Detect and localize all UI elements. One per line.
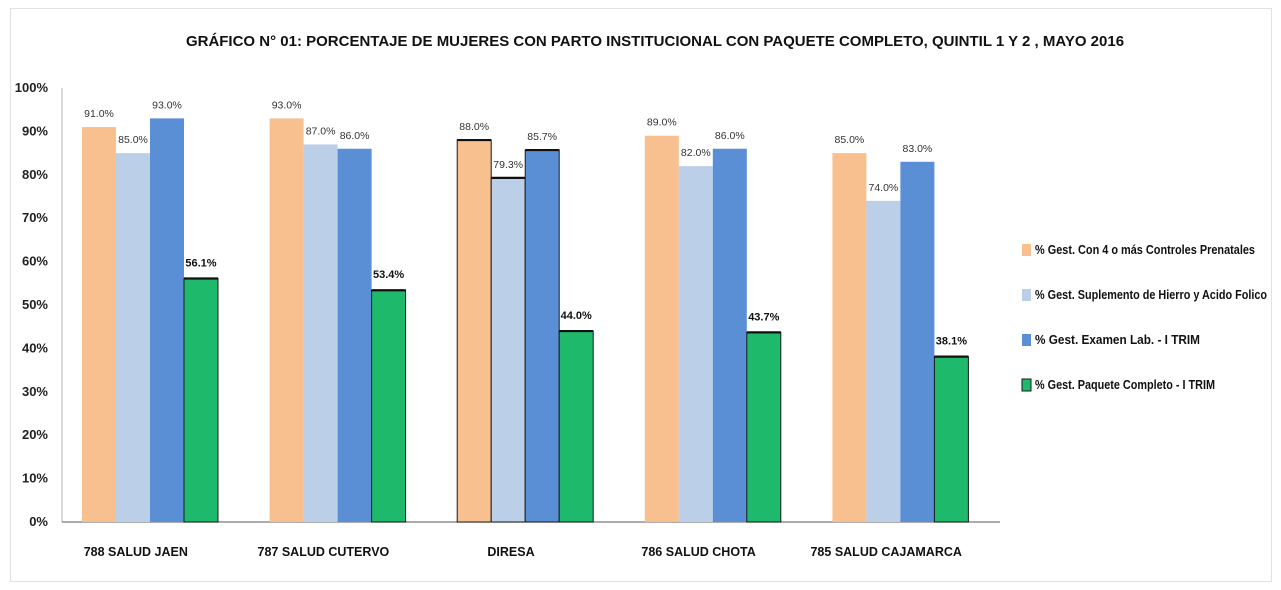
chart-title: GRÁFICO N° 01: PORCENTAJE DE MUJERES CON…	[186, 33, 1124, 50]
bars	[82, 118, 969, 523]
axes: 0% 10% 20% 30% 40% 50% 60% 70% 80% 90% 100% 788 SAL…	[15, 80, 1000, 559]
data-label: 74.0%	[869, 182, 899, 194]
x-tick-label: DIRESA	[487, 545, 534, 559]
bar-1	[832, 153, 867, 522]
data-label: 88.0%	[459, 121, 489, 133]
bar-1	[82, 127, 116, 522]
data-label: 91.0%	[84, 108, 114, 120]
x-tick-label: 786 SALUD CHOTA	[641, 545, 755, 559]
data-label: 93.0%	[152, 99, 182, 111]
bar-3	[900, 161, 935, 522]
data-label: 79.3%	[493, 159, 523, 171]
legend-swatch	[1021, 378, 1032, 392]
bar-2	[866, 200, 901, 522]
bar-4	[558, 330, 594, 523]
data-label: 43.7%	[748, 311, 779, 323]
y-tick-label: 60%	[22, 254, 48, 269]
bar-1	[644, 135, 679, 523]
bar-4	[933, 356, 969, 523]
y-tick-label: 80%	[22, 167, 48, 182]
x-tick-label: 787 SALUD CUTERVO	[258, 545, 390, 559]
data-label: 82.0%	[681, 147, 711, 159]
data-label: 93.0%	[272, 99, 302, 111]
y-tick-label: 70%	[22, 210, 48, 225]
legend: % Gest. Con 4 o más Controles Prenatales…	[1021, 242, 1267, 392]
bar-3	[337, 148, 372, 522]
y-tick-label: 90%	[22, 123, 48, 138]
data-label: 53.4%	[373, 269, 404, 281]
bar-3	[150, 118, 184, 522]
bar-2	[490, 177, 526, 523]
y-tick-label: 0%	[29, 514, 48, 529]
y-tick-label: 40%	[22, 340, 48, 355]
y-tick-label: 20%	[22, 427, 48, 442]
bar-4	[371, 289, 407, 523]
data-label: 86.0%	[340, 130, 370, 142]
data-label: 86.0%	[715, 130, 745, 142]
data-label: 87.0%	[306, 125, 336, 137]
legend-swatch	[1022, 289, 1031, 301]
legend-label: % Gest. Suplemento de Hierro y Acido Fol…	[1035, 287, 1267, 302]
data-label: 38.1%	[936, 336, 967, 348]
legend-label: % Gest. Paquete Completo - I TRIM	[1035, 377, 1215, 392]
bar-4	[746, 331, 782, 523]
legend-label: % Gest. Con 4 o más Controles Prenatales	[1035, 242, 1255, 257]
legend-swatch	[1022, 244, 1031, 256]
bar-4	[183, 278, 219, 523]
data-label: 85.0%	[835, 134, 865, 146]
chart-frame	[10, 8, 1272, 582]
bar-1	[456, 139, 492, 523]
data-label: 56.1%	[185, 258, 216, 270]
data-label: 44.0%	[561, 310, 592, 322]
bar-3	[524, 149, 560, 523]
bar-2	[303, 144, 338, 523]
bar-1	[269, 118, 304, 522]
legend-label: % Gest. Examen Lab. - I TRIM	[1035, 332, 1200, 347]
bar-2	[678, 166, 713, 522]
data-labels: 91.0% 85.0% 93.0% 56.1% 93.0% 87.0% 86.0% 53.4%…	[84, 99, 967, 347]
data-label: 85.7%	[527, 131, 557, 143]
x-tick-label: 788 SALUD JAEN	[84, 545, 188, 559]
data-label: 85.0%	[118, 134, 148, 146]
data-label: 89.0%	[647, 117, 677, 129]
y-tick-label: 30%	[22, 384, 48, 399]
data-label: 83.0%	[903, 143, 933, 155]
y-tick-label: 50%	[22, 297, 48, 312]
y-tick-label: 10%	[22, 471, 48, 486]
bar-2	[116, 153, 150, 522]
legend-swatch	[1022, 334, 1031, 346]
x-tick-label: 785 SALUD CAJAMARCA	[810, 545, 961, 559]
bar-3	[712, 148, 747, 522]
y-tick-label: 100%	[15, 80, 49, 95]
